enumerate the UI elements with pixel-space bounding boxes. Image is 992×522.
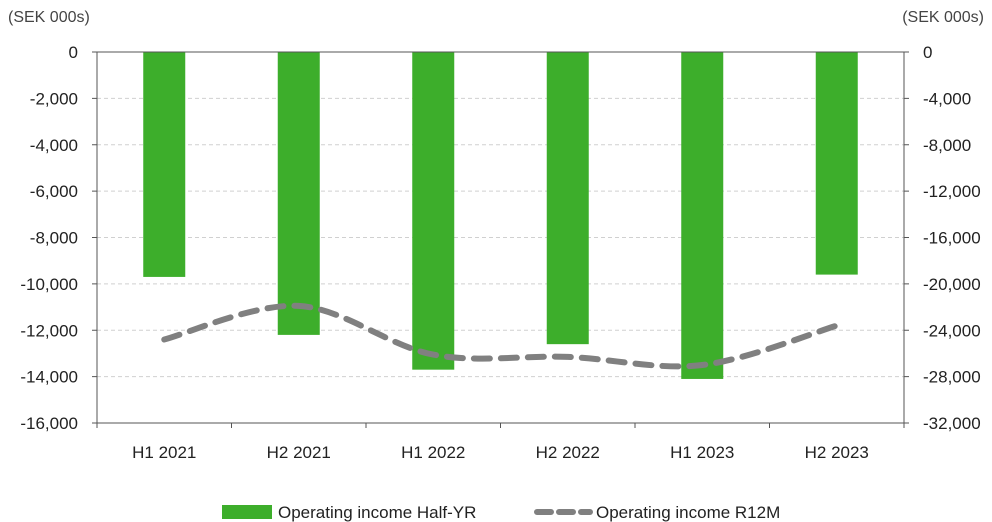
right-tick-label: -28,000: [923, 368, 981, 387]
right-tick-label: -8,000: [923, 136, 971, 155]
right-axis-unit-label: (SEK 000s): [902, 9, 984, 26]
right-tick-label: -12,000: [923, 182, 981, 201]
right-tick-label: -4,000: [923, 89, 971, 108]
right-tick-label: 0: [923, 43, 932, 62]
left-tick-label: -4,000: [30, 136, 78, 155]
left-tick-label: -6,000: [30, 182, 78, 201]
bar: [815, 52, 858, 275]
right-tick-label: -16,000: [923, 229, 981, 248]
x-tick-label: H1 2022: [401, 443, 465, 462]
left-tick-label: -16,000: [20, 414, 78, 433]
right-tick-label: -24,000: [923, 321, 981, 340]
left-tick-label: -14,000: [20, 368, 78, 387]
series-line: [161, 302, 840, 370]
legend-swatch-bar: [222, 505, 272, 519]
bar: [143, 52, 186, 277]
bar: [412, 52, 455, 370]
axes: [92, 51, 909, 428]
line-series: [161, 302, 840, 370]
bar: [277, 52, 320, 335]
x-tick-label: H1 2023: [670, 443, 734, 462]
x-tick-label: H2 2022: [536, 443, 600, 462]
left-tick-label: 0: [69, 43, 78, 62]
left-tick-label: -2,000: [30, 89, 78, 108]
gridlines: [97, 97, 904, 424]
bar: [681, 52, 724, 379]
x-axis-ticks: H1 2021 H2 2021 H1 2022 H2 2022 H1 2023 H2 20…: [132, 443, 869, 462]
legend-label-bar: Operating income Half-YR: [278, 503, 476, 522]
left-tick-label: -12,000: [20, 321, 78, 340]
left-axis-ticks: 0 -2,000 -4,000 -6,000 -8,000 -10,000 -12,000 -…: [20, 43, 78, 433]
bar: [546, 52, 589, 345]
bar-series: [143, 52, 858, 379]
x-tick-label: H2 2023: [805, 443, 869, 462]
legend-label-line: Operating income R12M: [596, 503, 780, 522]
left-tick-label: -10,000: [20, 275, 78, 294]
legend: Operating income Half-YR Operating incom…: [222, 503, 780, 522]
x-tick-label: H1 2021: [132, 443, 196, 462]
right-tick-label: -32,000: [923, 414, 981, 433]
right-tick-label: -20,000: [923, 275, 981, 294]
left-axis-unit-label: (SEK 000s): [8, 9, 90, 26]
left-tick-label: -8,000: [30, 229, 78, 248]
right-axis-ticks: 0 -4,000 -8,000 -12,000 -16,000 -20,000 -24,00…: [923, 43, 981, 433]
x-tick-label: H2 2021: [267, 443, 331, 462]
